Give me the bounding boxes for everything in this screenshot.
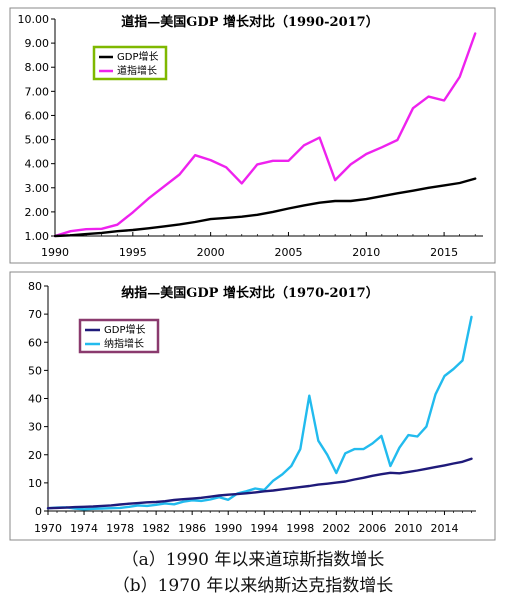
chart-title: 道指—美国GDP 增长对比（1990-2017） xyxy=(121,14,378,30)
legend-label-nasdaq: 纳指增长 xyxy=(104,337,144,350)
x-tick-label: 2002 xyxy=(322,522,350,535)
x-tick-label: 1974 xyxy=(70,522,98,535)
x-tick-label: 2015 xyxy=(430,246,458,259)
figure: 道指—美国GDP 增长对比（1990-2017） 1.00 2.00 3.00 4.0… xyxy=(9,7,496,541)
caption-b: （b）1970 年以来纳斯达克指数增长 xyxy=(112,576,394,596)
y-tick-label: 2.00 xyxy=(25,206,50,219)
x-tick-label: 1990 xyxy=(214,522,242,535)
x-tick-label: 1982 xyxy=(142,522,170,535)
y-tick-label: 4.00 xyxy=(25,158,50,171)
x-tick-label: 1998 xyxy=(286,522,314,535)
y-tick-label: 5.00 xyxy=(25,134,50,147)
chart-frame xyxy=(9,271,496,541)
y-tick-label: 20 xyxy=(28,449,42,462)
y-tick-label: 10 xyxy=(28,477,42,490)
y-tick-label: 6.00 xyxy=(25,109,50,122)
chart-frame xyxy=(9,7,496,264)
x-tick-label: 2010 xyxy=(394,522,422,535)
y-tick-label: 8.00 xyxy=(25,61,50,74)
y-tick-label: 10.00 xyxy=(18,13,50,26)
x-tick-label: 1995 xyxy=(119,246,147,259)
x-tick-label: 1970 xyxy=(34,522,62,535)
y-tick-label: 50 xyxy=(28,364,42,377)
y-tick-label: 40 xyxy=(28,393,42,406)
y-tick-label: 1.00 xyxy=(25,230,50,243)
y-tick-label: 70 xyxy=(28,308,42,321)
plot-lines xyxy=(53,32,477,238)
chart-nasdaq: 纳指—美国GDP 增长对比（1970-2017） 0 10 20 30 40 50 60 70… xyxy=(9,271,496,541)
axes: 0 10 20 30 40 50 60 70 80 1970 1974 1978 1982 1986 199… xyxy=(28,280,476,535)
series-line xyxy=(53,32,477,238)
y-tick-label: 9.00 xyxy=(25,37,50,50)
x-tick-label: 2010 xyxy=(352,246,380,259)
y-tick-label: 30 xyxy=(28,421,42,434)
chart-dow: 道指—美国GDP 增长对比（1990-2017） 1.00 2.00 3.00 4.0… xyxy=(9,7,496,264)
x-tick-label: 1978 xyxy=(106,522,134,535)
axes: 1.00 2.00 3.00 4.00 5.00 6.00 7.00 8.00 9.00 10.0… xyxy=(18,13,483,259)
y-tick-label: 3.00 xyxy=(25,182,50,195)
legend-label-gdp: GDP增长 xyxy=(117,50,158,63)
x-tick-label: 1986 xyxy=(178,522,206,535)
series-line xyxy=(53,177,477,238)
series-line xyxy=(46,315,473,511)
legend-box xyxy=(92,45,168,81)
legend-box xyxy=(78,318,160,354)
y-tick-label: 7.00 xyxy=(25,85,50,98)
caption-a: （a）1990 年以来道琼斯指数增长 xyxy=(121,550,385,570)
x-tick-label: 2014 xyxy=(430,522,458,535)
y-tick-label: 80 xyxy=(28,280,42,293)
series-line xyxy=(46,457,473,510)
legend: GDP增长 纳指增长 xyxy=(78,318,160,354)
chart-title: 纳指—美国GDP 增长对比（1970-2017） xyxy=(121,285,378,301)
x-tick-label: 2006 xyxy=(358,522,386,535)
legend: GDP增长 道指增长 xyxy=(92,45,168,81)
x-tick-label: 2005 xyxy=(274,246,302,259)
x-tick-label: 2000 xyxy=(197,246,225,259)
x-tick-label: 1990 xyxy=(41,246,69,259)
legend-label-gdp: GDP增长 xyxy=(104,323,145,336)
plot-lines xyxy=(46,315,473,511)
x-tick-label: 1994 xyxy=(250,522,278,535)
legend-label-dow: 道指增长 xyxy=(117,64,157,77)
y-tick-label: 60 xyxy=(28,336,42,349)
y-tick-label: 0 xyxy=(35,505,42,518)
